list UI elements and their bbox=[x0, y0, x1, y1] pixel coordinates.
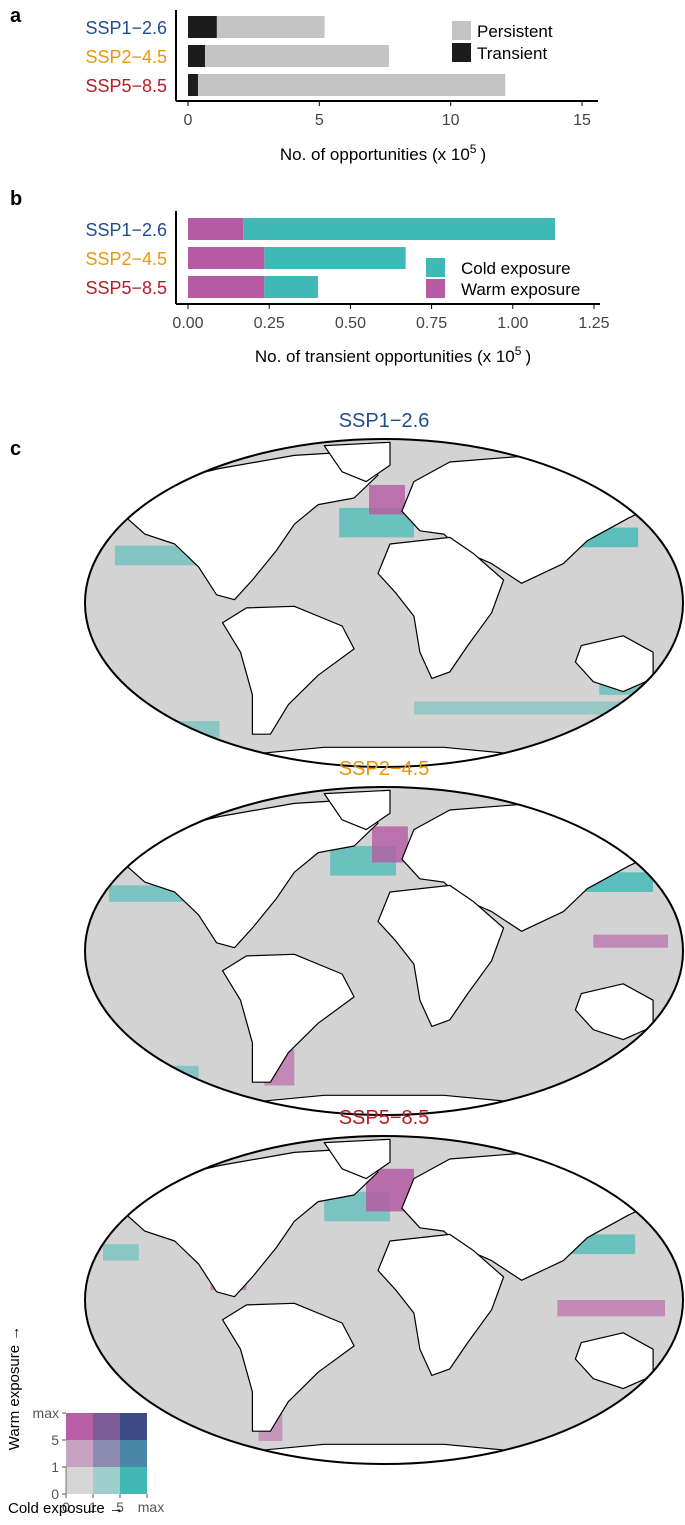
x-tick-label: 0.50 bbox=[335, 315, 366, 332]
land-australia bbox=[574, 1332, 654, 1390]
category-label-1: SSP1−2.6 bbox=[85, 18, 167, 38]
x-tick-label: 10 bbox=[442, 112, 460, 129]
x-tick-label: 1.25 bbox=[578, 315, 609, 332]
chart-c-maps: SSP1−2.6 SSP2−4.5 SSP5−8.5 bbox=[84, 410, 684, 1465]
category-label-1: SSP1−2.6 bbox=[85, 220, 167, 240]
x-tick-label: 5 bbox=[315, 112, 324, 129]
bivariate-cell bbox=[66, 1467, 93, 1494]
exposure-patch bbox=[413, 701, 624, 715]
bivariate-legend: 0 1 5 max 0 1 5 max Warm exposure → Cold expos… bbox=[6, 1326, 164, 1517]
bivariate-x-tick: 1 bbox=[89, 1499, 97, 1515]
panel-label-c: c bbox=[10, 438, 21, 460]
bivariate-x-tick: max bbox=[138, 1499, 164, 1515]
land-greenland bbox=[323, 1138, 391, 1180]
category-label-3: SSP5−8.5 bbox=[85, 76, 167, 96]
bivariate-y-tick: 0 bbox=[51, 1486, 59, 1502]
land-southAmerica bbox=[221, 605, 355, 735]
exposure-patch bbox=[372, 826, 408, 863]
bivariate-cell bbox=[66, 1413, 93, 1440]
map-2: SSP2−4.5 bbox=[84, 758, 684, 1116]
exposure-patch bbox=[102, 1244, 139, 1261]
map-outline bbox=[84, 438, 684, 768]
panel-label-b: b bbox=[10, 188, 22, 210]
panel-label-a: a bbox=[10, 5, 22, 27]
legend-label-persistent: Persistent bbox=[477, 22, 553, 41]
x-tick-label: 0.75 bbox=[416, 315, 447, 332]
map-title-3: SSP5−8.5 bbox=[339, 1107, 430, 1129]
category-label-3: SSP5−8.5 bbox=[85, 278, 167, 298]
bar-cold-exposure-1 bbox=[243, 218, 556, 240]
category-label-2: SSP2−4.5 bbox=[85, 47, 167, 67]
chart-b-transient-opportunities: 0.00 0.25 0.50 0.75 1.00 1.25 SSP1−2.6 SSP2−4.… bbox=[85, 211, 610, 366]
map-1: SSP1−2.6 bbox=[84, 410, 684, 768]
bivariate-cell bbox=[120, 1413, 147, 1440]
bivariate-cell bbox=[93, 1467, 120, 1494]
bivariate-y-tick: 1 bbox=[51, 1459, 59, 1475]
legend-label-cold: Cold exposure bbox=[461, 259, 571, 278]
chart-a-legend: Persistent Transient bbox=[452, 21, 553, 63]
bivariate-x-label: Cold exposure → bbox=[8, 1500, 124, 1517]
bivariate-y-tick: max bbox=[33, 1405, 59, 1421]
land-greenland bbox=[323, 441, 391, 483]
x-tick-label: 0 bbox=[184, 112, 193, 129]
land-southAmerica bbox=[221, 1302, 355, 1432]
bivariate-cell bbox=[93, 1440, 120, 1467]
category-label-2: SSP2−4.5 bbox=[85, 249, 167, 269]
bivariate-y-label: Warm exposure → bbox=[6, 1326, 23, 1450]
chart-a-opportunities: 0 5 10 15 SSP1−2.6 SSP2−4.5 SSP5−8.5 No. of o… bbox=[85, 10, 598, 164]
land-africa bbox=[377, 536, 505, 680]
exposure-patch bbox=[132, 1065, 199, 1083]
bar-persistent-3 bbox=[197, 74, 506, 96]
bar-cold-exposure-2 bbox=[264, 247, 406, 269]
bar-persistent-1 bbox=[216, 16, 325, 38]
bar-warm-exposure-3 bbox=[188, 276, 265, 298]
map-title-1: SSP1−2.6 bbox=[339, 410, 430, 432]
legend-label-warm: Warm exposure bbox=[461, 280, 580, 299]
bivariate-cell bbox=[120, 1467, 147, 1494]
land-southAmerica bbox=[221, 953, 355, 1083]
x-tick-label: 0.00 bbox=[172, 315, 203, 332]
map-outline bbox=[84, 786, 684, 1116]
bar-transient-2 bbox=[188, 45, 206, 67]
bivariate-cell bbox=[93, 1413, 120, 1440]
map-title-2: SSP2−4.5 bbox=[339, 758, 430, 780]
exposure-patch bbox=[593, 934, 669, 948]
map-3: SSP5−8.5 bbox=[84, 1107, 684, 1465]
exposure-patch bbox=[369, 484, 405, 515]
land-australia bbox=[574, 635, 654, 693]
land-africa bbox=[377, 884, 505, 1028]
bar-persistent-2 bbox=[205, 45, 389, 67]
legend-swatch-warm bbox=[426, 279, 445, 298]
legend-swatch-cold bbox=[426, 258, 445, 277]
x-tick-label: 15 bbox=[573, 112, 591, 129]
bar-warm-exposure-1 bbox=[188, 218, 244, 240]
bar-transient-1 bbox=[188, 16, 217, 38]
legend-label-transient: Transient bbox=[477, 44, 548, 63]
x-tick-label: 0.25 bbox=[254, 315, 285, 332]
exposure-patch bbox=[557, 1300, 666, 1317]
land-australia bbox=[574, 983, 654, 1041]
bar-cold-exposure-3 bbox=[264, 276, 318, 298]
x-tick-label: 1.00 bbox=[497, 315, 528, 332]
chart-b-legend: Cold exposure Warm exposure bbox=[426, 258, 580, 299]
land-northAmerica bbox=[120, 1148, 379, 1298]
bivariate-x-tick: 0 bbox=[62, 1499, 70, 1515]
bar-warm-exposure-2 bbox=[188, 247, 265, 269]
land-northAmerica bbox=[120, 451, 379, 601]
land-greenland bbox=[323, 789, 391, 831]
legend-swatch-persistent bbox=[452, 21, 471, 40]
land-africa bbox=[377, 1233, 505, 1377]
chart-b-x-label: No. of transient opportunities (x 105) bbox=[255, 344, 531, 366]
bivariate-cell bbox=[66, 1440, 93, 1467]
chart-a-x-label: No. of opportunities (x 105) bbox=[280, 142, 486, 164]
bivariate-x-tick: 5 bbox=[116, 1499, 124, 1515]
bivariate-y-tick: 5 bbox=[51, 1432, 59, 1448]
land-northAmerica bbox=[120, 799, 379, 949]
legend-swatch-transient bbox=[452, 43, 471, 62]
map-outline bbox=[84, 1135, 684, 1465]
bivariate-cell bbox=[120, 1440, 147, 1467]
bar-transient-3 bbox=[188, 74, 198, 96]
